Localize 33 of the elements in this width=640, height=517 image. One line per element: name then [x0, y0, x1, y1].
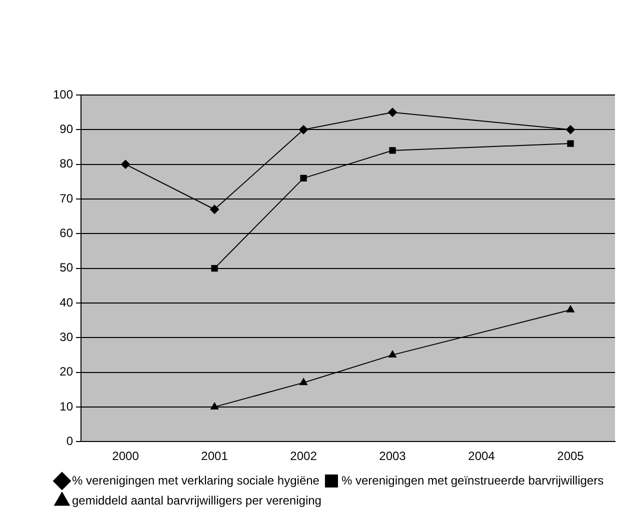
y-tick-label: 30 [60, 330, 74, 344]
point [299, 125, 308, 134]
point [389, 147, 396, 154]
y-tick-label: 60 [60, 226, 74, 240]
point [566, 125, 575, 134]
y-tick-label: 40 [60, 295, 74, 310]
point [121, 160, 130, 169]
legend-label: gemiddeld aantal barvrijwilligers per vereniging [72, 493, 322, 508]
y-tick-label: 80 [60, 156, 74, 171]
point [567, 140, 574, 147]
point [211, 264, 218, 272]
point [388, 350, 396, 358]
y-tick-label: 20 [60, 364, 74, 379]
x-tick-label: 2000 [112, 449, 140, 464]
y-tick-label: 100 [52, 87, 74, 102]
x-tick-label: 2004 [468, 449, 496, 464]
point [388, 108, 398, 117]
y-tick-label: 70 [60, 191, 74, 206]
legend-label: % verenigingen met verklaring sociale hygiëne [72, 473, 320, 488]
x-tick-label: 2002 [290, 449, 318, 464]
point [300, 378, 308, 386]
point [566, 305, 574, 312]
point [210, 402, 218, 410]
x-tick-label: 2005 [557, 449, 584, 464]
point [300, 174, 307, 182]
y-tick-label: 0 [66, 434, 74, 448]
legend-label: % verenigingen met geïnstrueerde barvrijwilligers [341, 473, 604, 488]
y-tick-label: 50 [60, 260, 74, 275]
point [210, 204, 220, 214]
y-tick-label: 10 [60, 399, 74, 414]
y-tick-label: 90 [60, 122, 74, 136]
x-tick-label: 2003 [379, 449, 406, 464]
x-tick-label: 2001 [201, 449, 228, 464]
